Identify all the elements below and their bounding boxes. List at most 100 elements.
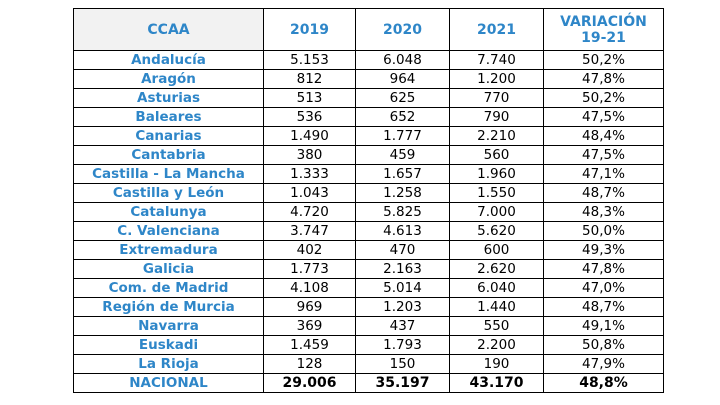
cell-value-2021: 5.620 [449,221,544,241]
cell-ccaa: Castilla - La Mancha [73,164,264,184]
cell-value-2021: 560 [449,145,544,165]
cell-variacion: 47,1% [543,164,664,184]
cell-ccaa: Euskadi [73,335,264,355]
cell-value-2019: 1.043 [263,183,356,203]
cell-variacion: 49,3% [543,240,664,260]
cell-value-2019: 29.006 [263,373,356,393]
cell-value-2020: 652 [355,107,450,127]
table-row: Canarias 1.490 1.777 2.210 48,4% [73,126,664,146]
table-row: Com. de Madrid 4.108 5.014 6.040 47,0% [73,278,664,298]
cell-variacion: 48,4% [543,126,664,146]
cell-variacion: 48,7% [543,183,664,203]
cell-value-2020: 4.613 [355,221,450,241]
cell-value-2019: 369 [263,316,356,336]
cell-value-2020: 625 [355,88,450,108]
header-2021: 2021 [449,8,544,51]
cell-value-2020: 150 [355,354,450,374]
cell-value-2020: 1.258 [355,183,450,203]
cell-value-2021: 7.740 [449,50,544,70]
cell-value-2021: 790 [449,107,544,127]
cell-value-2021: 550 [449,316,544,336]
cell-value-2019: 3.747 [263,221,356,241]
cell-variacion: 47,8% [543,259,664,279]
cell-value-2021: 2.200 [449,335,544,355]
table-row: Castilla y León 1.043 1.258 1.550 48,7% [73,183,664,203]
cell-variacion: 48,3% [543,202,664,222]
cell-value-2020: 459 [355,145,450,165]
header-ccaa: CCAA [73,8,264,51]
table-row: Euskadi 1.459 1.793 2.200 50,8% [73,335,664,355]
cell-value-2021: 600 [449,240,544,260]
cell-value-2020: 470 [355,240,450,260]
cell-value-2020: 1.657 [355,164,450,184]
cell-value-2021: 6.040 [449,278,544,298]
cell-variacion: 47,0% [543,278,664,298]
cell-ccaa: Galicia [73,259,264,279]
cell-value-2020: 2.163 [355,259,450,279]
cell-variacion: 50,8% [543,335,664,355]
cell-value-2019: 536 [263,107,356,127]
total-row: NACIONAL 29.006 35.197 43.170 48,8% [73,373,664,393]
cell-ccaa: Región de Murcia [73,297,264,317]
cell-ccaa: La Rioja [73,354,264,374]
cell-value-2019: 1.333 [263,164,356,184]
cell-value-2019: 402 [263,240,356,260]
table-row: Región de Murcia 969 1.203 1.440 48,7% [73,297,664,317]
cell-value-2021: 1.200 [449,69,544,89]
cell-value-2019: 5.153 [263,50,356,70]
table-row: C. Valenciana 3.747 4.613 5.620 50,0% [73,221,664,241]
cell-value-2020: 1.777 [355,126,450,146]
table-row: Cantabria 380 459 560 47,5% [73,145,664,165]
table-row: Galicia 1.773 2.163 2.620 47,8% [73,259,664,279]
cell-ccaa: Asturias [73,88,264,108]
cell-value-2021: 1.960 [449,164,544,184]
cell-ccaa: Navarra [73,316,264,336]
cell-value-2021: 190 [449,354,544,374]
cell-ccaa: Extremadura [73,240,264,260]
cell-variacion: 50,2% [543,50,664,70]
cell-variacion: 47,8% [543,69,664,89]
cell-value-2021: 1.440 [449,297,544,317]
cell-variacion: 50,0% [543,221,664,241]
cell-ccaa: Canarias [73,126,264,146]
cell-ccaa: NACIONAL [73,373,264,393]
cell-value-2021: 43.170 [449,373,544,393]
cell-value-2020: 35.197 [355,373,450,393]
cell-value-2021: 2.620 [449,259,544,279]
cell-variacion: 50,2% [543,88,664,108]
cell-value-2021: 1.550 [449,183,544,203]
cell-value-2019: 513 [263,88,356,108]
cell-ccaa: Aragón [73,69,264,89]
cell-value-2020: 6.048 [355,50,450,70]
cell-value-2019: 812 [263,69,356,89]
table-row: La Rioja 128 150 190 47,9% [73,354,664,374]
cell-ccaa: Castilla y León [73,183,264,203]
table-row: Andalucía 5.153 6.048 7.740 50,2% [73,50,664,70]
cell-value-2021: 7.000 [449,202,544,222]
cell-value-2019: 1.459 [263,335,356,355]
data-table: CCAA 2019 2020 2021 VARIACIÓN 19-21 Anda… [73,8,664,393]
table-body: Andalucía 5.153 6.048 7.740 50,2% Aragón 812 96… [73,50,664,393]
cell-value-2020: 964 [355,69,450,89]
table-row: Castilla - La Mancha 1.333 1.657 1.960 47,1% [73,164,664,184]
header-variacion: VARIACIÓN 19-21 [543,8,664,51]
cell-ccaa: Baleares [73,107,264,127]
header-2020: 2020 [355,8,450,51]
cell-value-2020: 437 [355,316,450,336]
cell-value-2019: 1.773 [263,259,356,279]
cell-variacion: 47,5% [543,145,664,165]
cell-variacion: 47,5% [543,107,664,127]
cell-value-2019: 1.490 [263,126,356,146]
cell-value-2019: 128 [263,354,356,374]
cell-variacion: 48,8% [543,373,664,393]
cell-value-2019: 4.720 [263,202,356,222]
table-row: Extremadura 402 470 600 49,3% [73,240,664,260]
cell-value-2019: 969 [263,297,356,317]
cell-variacion: 48,7% [543,297,664,317]
cell-value-2020: 5.825 [355,202,450,222]
cell-value-2021: 770 [449,88,544,108]
header-row: CCAA 2019 2020 2021 VARIACIÓN 19-21 [73,8,664,51]
table-row: Asturias 513 625 770 50,2% [73,88,664,108]
cell-ccaa: Catalunya [73,202,264,222]
cell-value-2019: 380 [263,145,356,165]
